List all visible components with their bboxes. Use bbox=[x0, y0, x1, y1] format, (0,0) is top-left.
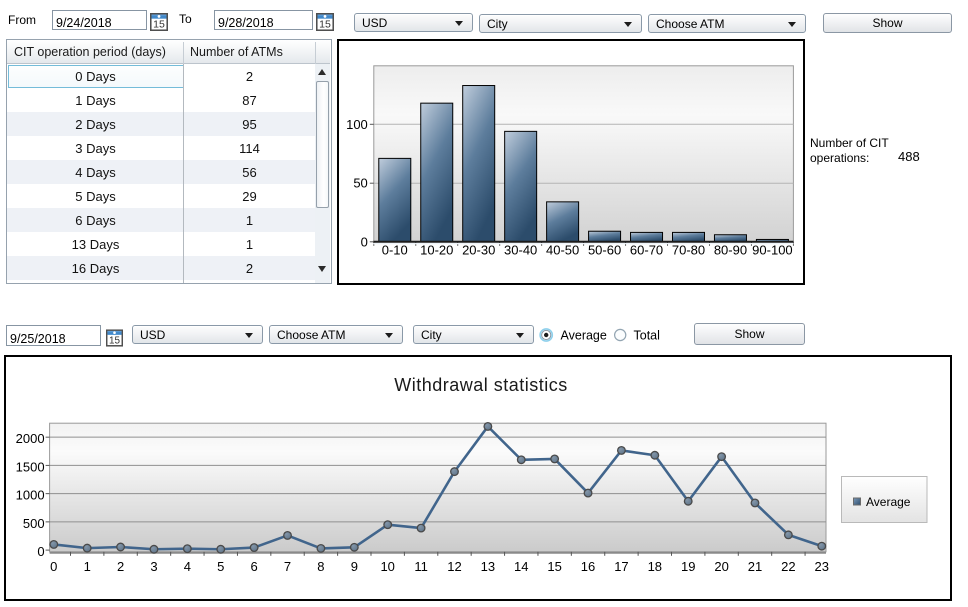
svg-text:15: 15 bbox=[547, 559, 561, 574]
svg-text:3: 3 bbox=[150, 559, 157, 574]
svg-text:19: 19 bbox=[681, 559, 695, 574]
svg-text:30-40: 30-40 bbox=[504, 243, 537, 258]
svg-text:21: 21 bbox=[748, 559, 762, 574]
svg-text:Total: Total bbox=[634, 329, 660, 343]
svg-text:20: 20 bbox=[714, 559, 728, 574]
svg-text:23: 23 bbox=[815, 559, 829, 574]
svg-text:8: 8 bbox=[317, 559, 324, 574]
svg-text:15: 15 bbox=[319, 19, 331, 31]
svg-text:0: 0 bbox=[50, 559, 57, 574]
svg-text:13: 13 bbox=[481, 559, 495, 574]
svg-text:2000: 2000 bbox=[16, 431, 45, 446]
svg-text:40-50: 40-50 bbox=[546, 243, 579, 258]
svg-text:0: 0 bbox=[361, 234, 368, 249]
svg-text:20-30: 20-30 bbox=[462, 243, 495, 258]
svg-text:7: 7 bbox=[284, 559, 291, 574]
svg-text:10-20: 10-20 bbox=[420, 243, 453, 258]
svg-text:15: 15 bbox=[153, 19, 165, 31]
svg-text:0: 0 bbox=[37, 544, 44, 559]
svg-text:100: 100 bbox=[346, 117, 368, 132]
svg-text:0-10: 0-10 bbox=[382, 243, 408, 258]
svg-text:9: 9 bbox=[351, 559, 358, 574]
svg-text:Average: Average bbox=[561, 329, 607, 343]
svg-text:18: 18 bbox=[648, 559, 662, 574]
svg-text:16: 16 bbox=[581, 559, 595, 574]
svg-text:6: 6 bbox=[251, 559, 258, 574]
svg-text:17: 17 bbox=[614, 559, 628, 574]
svg-text:11: 11 bbox=[414, 559, 428, 574]
svg-text:1000: 1000 bbox=[16, 488, 45, 503]
svg-text:14: 14 bbox=[514, 559, 528, 574]
svg-text:80-90: 80-90 bbox=[714, 243, 747, 258]
svg-text:15: 15 bbox=[109, 335, 121, 346]
svg-text:1: 1 bbox=[84, 559, 91, 574]
svg-text:5: 5 bbox=[217, 559, 224, 574]
svg-text:70-80: 70-80 bbox=[672, 243, 705, 258]
svg-text:22: 22 bbox=[781, 559, 795, 574]
svg-text:1500: 1500 bbox=[16, 459, 45, 474]
svg-text:4: 4 bbox=[184, 559, 191, 574]
svg-text:500: 500 bbox=[23, 516, 45, 531]
svg-text:Withdrawal statistics: Withdrawal statistics bbox=[394, 375, 568, 395]
svg-text:60-70: 60-70 bbox=[630, 243, 663, 258]
svg-text:10: 10 bbox=[380, 559, 394, 574]
svg-text:12: 12 bbox=[447, 559, 461, 574]
svg-text:90-100: 90-100 bbox=[752, 243, 792, 258]
svg-text:Average: Average bbox=[866, 495, 911, 509]
svg-text:50-60: 50-60 bbox=[588, 243, 621, 258]
svg-text:50: 50 bbox=[353, 176, 367, 191]
svg-text:2: 2 bbox=[117, 559, 124, 574]
